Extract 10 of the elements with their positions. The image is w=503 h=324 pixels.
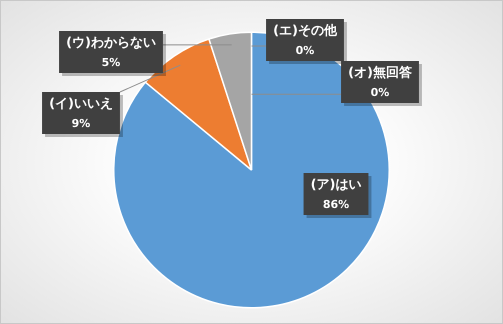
category-label: (エ)その他 [273, 23, 337, 38]
text: 0% [370, 86, 390, 99]
text: 0% [296, 44, 314, 57]
slice-label: (ア)はい [310, 177, 362, 192]
slice-label: (ウ)わからない [66, 35, 156, 50]
data-label: 9% [72, 116, 90, 130]
data-label: 5% [102, 56, 120, 69]
data-label: 86% [322, 198, 350, 211]
category-label: (オ)無回答 [348, 65, 412, 80]
slice-label: (イ)いいえ [49, 96, 113, 112]
